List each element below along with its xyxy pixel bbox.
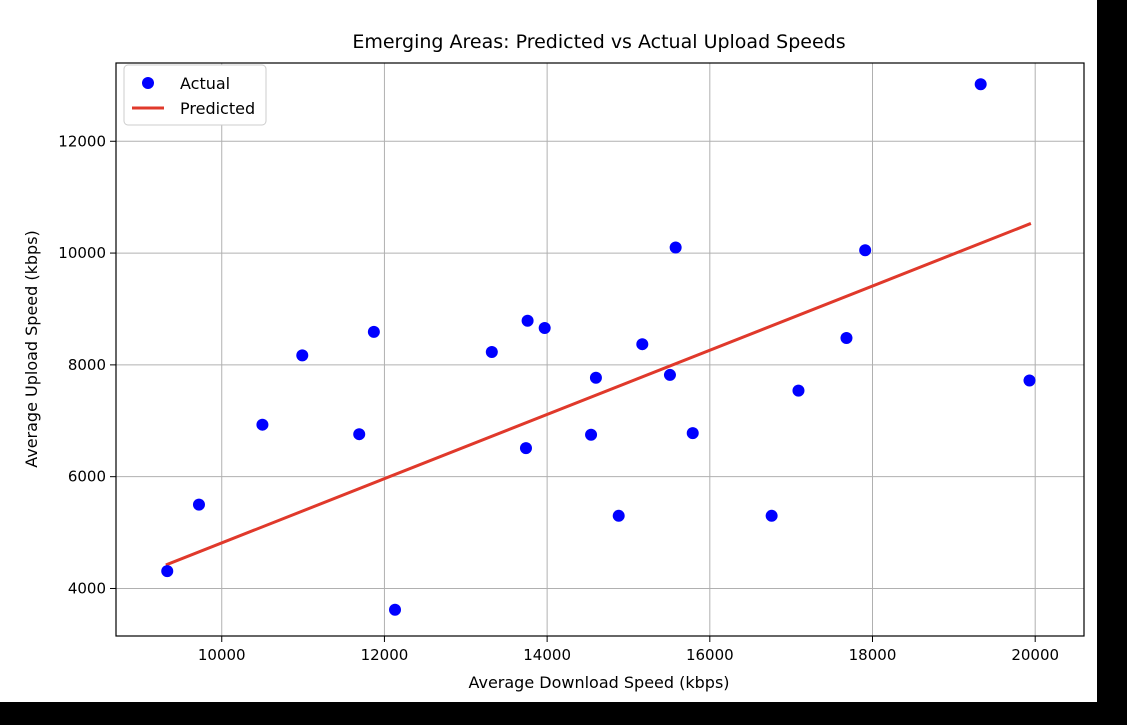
actual-point — [256, 418, 269, 431]
actual-point — [389, 603, 402, 616]
x-tick-label: 20000 — [1011, 646, 1059, 664]
y-tick-label: 8000 — [68, 356, 106, 374]
actual-point — [792, 384, 805, 397]
grid — [116, 63, 1084, 636]
actual-point — [521, 314, 534, 327]
legend-frame — [123, 64, 267, 126]
x-tick-label: 18000 — [849, 646, 897, 664]
actual-point — [663, 368, 676, 381]
actual-point — [669, 241, 682, 254]
x-axis-label: Average Download Speed (kbps) — [468, 673, 729, 692]
actual-series — [161, 78, 1036, 616]
actual-point — [192, 498, 205, 511]
legend: Actual Predicted — [123, 64, 267, 126]
x-tick-label: 14000 — [523, 646, 571, 664]
actual-point — [538, 321, 551, 334]
legend-actual-label: Actual — [180, 74, 230, 93]
actual-point — [974, 78, 987, 91]
actual-point — [296, 349, 309, 362]
x-tick-label: 10000 — [198, 646, 246, 664]
chart-title: Emerging Areas: Predicted vs Actual Uplo… — [352, 31, 845, 53]
actual-point — [686, 427, 699, 440]
actual-point — [367, 325, 380, 338]
actual-point — [485, 346, 498, 359]
predicted-line — [165, 222, 1032, 567]
y-axis-label: Average Upload Speed (kbps) — [22, 230, 41, 468]
predicted-series — [165, 222, 1032, 567]
legend-actual-marker — [142, 77, 154, 89]
y-tick-label: 6000 — [68, 468, 106, 486]
actual-point — [859, 244, 872, 257]
actual-point — [1023, 374, 1036, 387]
y-tick-label: 4000 — [68, 579, 106, 597]
y-tick-label: 12000 — [58, 132, 106, 150]
actual-point — [353, 428, 366, 441]
x-tick-label: 16000 — [686, 646, 734, 664]
actual-point — [589, 371, 602, 384]
axis-ticks: 10000 12000 14000 16000 18000 20000 4000 6000 80… — [58, 132, 1059, 664]
legend-predicted-label: Predicted — [180, 99, 255, 118]
x-tick-label: 12000 — [361, 646, 409, 664]
y-tick-label: 10000 — [58, 244, 106, 262]
actual-point — [585, 428, 598, 441]
plot-area-frame — [115, 62, 1085, 637]
actual-point — [612, 509, 625, 522]
actual-point — [765, 509, 778, 522]
actual-point — [161, 565, 174, 578]
actual-point — [840, 332, 853, 345]
actual-point — [519, 442, 532, 455]
actual-point — [636, 338, 649, 351]
